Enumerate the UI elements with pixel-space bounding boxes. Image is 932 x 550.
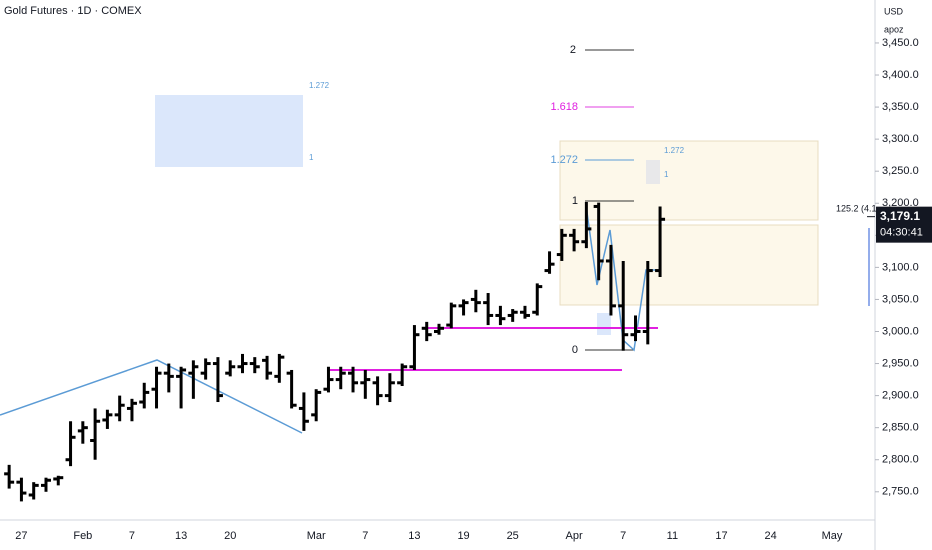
y-tick-label: 2,850.0 — [882, 422, 919, 434]
fib-box — [155, 95, 303, 167]
countdown: 04:30:41 — [880, 227, 923, 239]
x-tick-label: Mar — [307, 530, 326, 542]
fib-box — [597, 313, 611, 335]
x-tick-label: 7 — [620, 530, 626, 542]
y-tick-label: 3,100.0 — [882, 261, 919, 273]
y-tick-label: 3,200.0 — [882, 197, 919, 209]
annotation: 125.2 (4.1 — [836, 203, 877, 213]
x-tick-label: 25 — [507, 530, 519, 542]
x-tick-label: Feb — [73, 530, 92, 542]
trend-drawing — [0, 359, 303, 434]
x-tick-label: 20 — [224, 530, 236, 542]
x-tick-label: 17 — [715, 530, 727, 542]
last-price-tag — [876, 206, 932, 243]
chart-title: Gold Futures · 1D · COMEX — [4, 5, 142, 17]
fib-box — [646, 160, 660, 184]
currency[interactable]: USD — [884, 6, 904, 16]
x-tick-label: May — [822, 530, 843, 542]
x-tick-label: 19 — [457, 530, 469, 542]
y-tick-label: 3,300.0 — [882, 133, 919, 145]
fib-box — [559, 140, 819, 221]
x-tick-label: Apr — [566, 530, 583, 542]
y-tick-label: 3,400.0 — [882, 69, 919, 81]
last-price-label: 3,179.1 — [880, 209, 920, 223]
y-tick-label: 3,250.0 — [882, 165, 919, 177]
y-tick-label: 3,450.0 — [882, 37, 919, 49]
unit[interactable]: apoz — [884, 24, 904, 34]
annotation: 1 — [572, 195, 578, 207]
x-tick-label: 7 — [129, 530, 135, 542]
y-tick-label: 3,000.0 — [882, 325, 919, 337]
annotation: 1 — [664, 170, 669, 179]
x-tick-label: 13 — [408, 530, 420, 542]
y-tick-label: 2,900.0 — [882, 390, 919, 402]
x-tick-label: 27 — [15, 530, 27, 542]
x-tick-label: 11 — [667, 530, 678, 542]
annotation: 2 — [570, 44, 576, 56]
fib-box — [559, 224, 819, 306]
y-tick-label: 3,050.0 — [882, 293, 919, 305]
y-tick-label: 2,800.0 — [882, 454, 919, 466]
annotation: 1.272 — [664, 146, 685, 155]
y-tick-label: 2,750.0 — [882, 486, 919, 498]
annotation: 1 — [309, 153, 314, 162]
y-tick-label: 2,950.0 — [882, 357, 919, 369]
annotation: 1.272 — [550, 154, 578, 166]
annotation: 1.618 — [550, 101, 578, 113]
annotation: 0 — [572, 344, 578, 356]
x-tick-label: 24 — [764, 530, 776, 542]
y-tick-label: 3,350.0 — [882, 101, 919, 113]
annotation: 1.272 — [309, 81, 330, 90]
x-tick-label: 13 — [175, 530, 187, 542]
x-tick-label: 7 — [362, 530, 368, 542]
